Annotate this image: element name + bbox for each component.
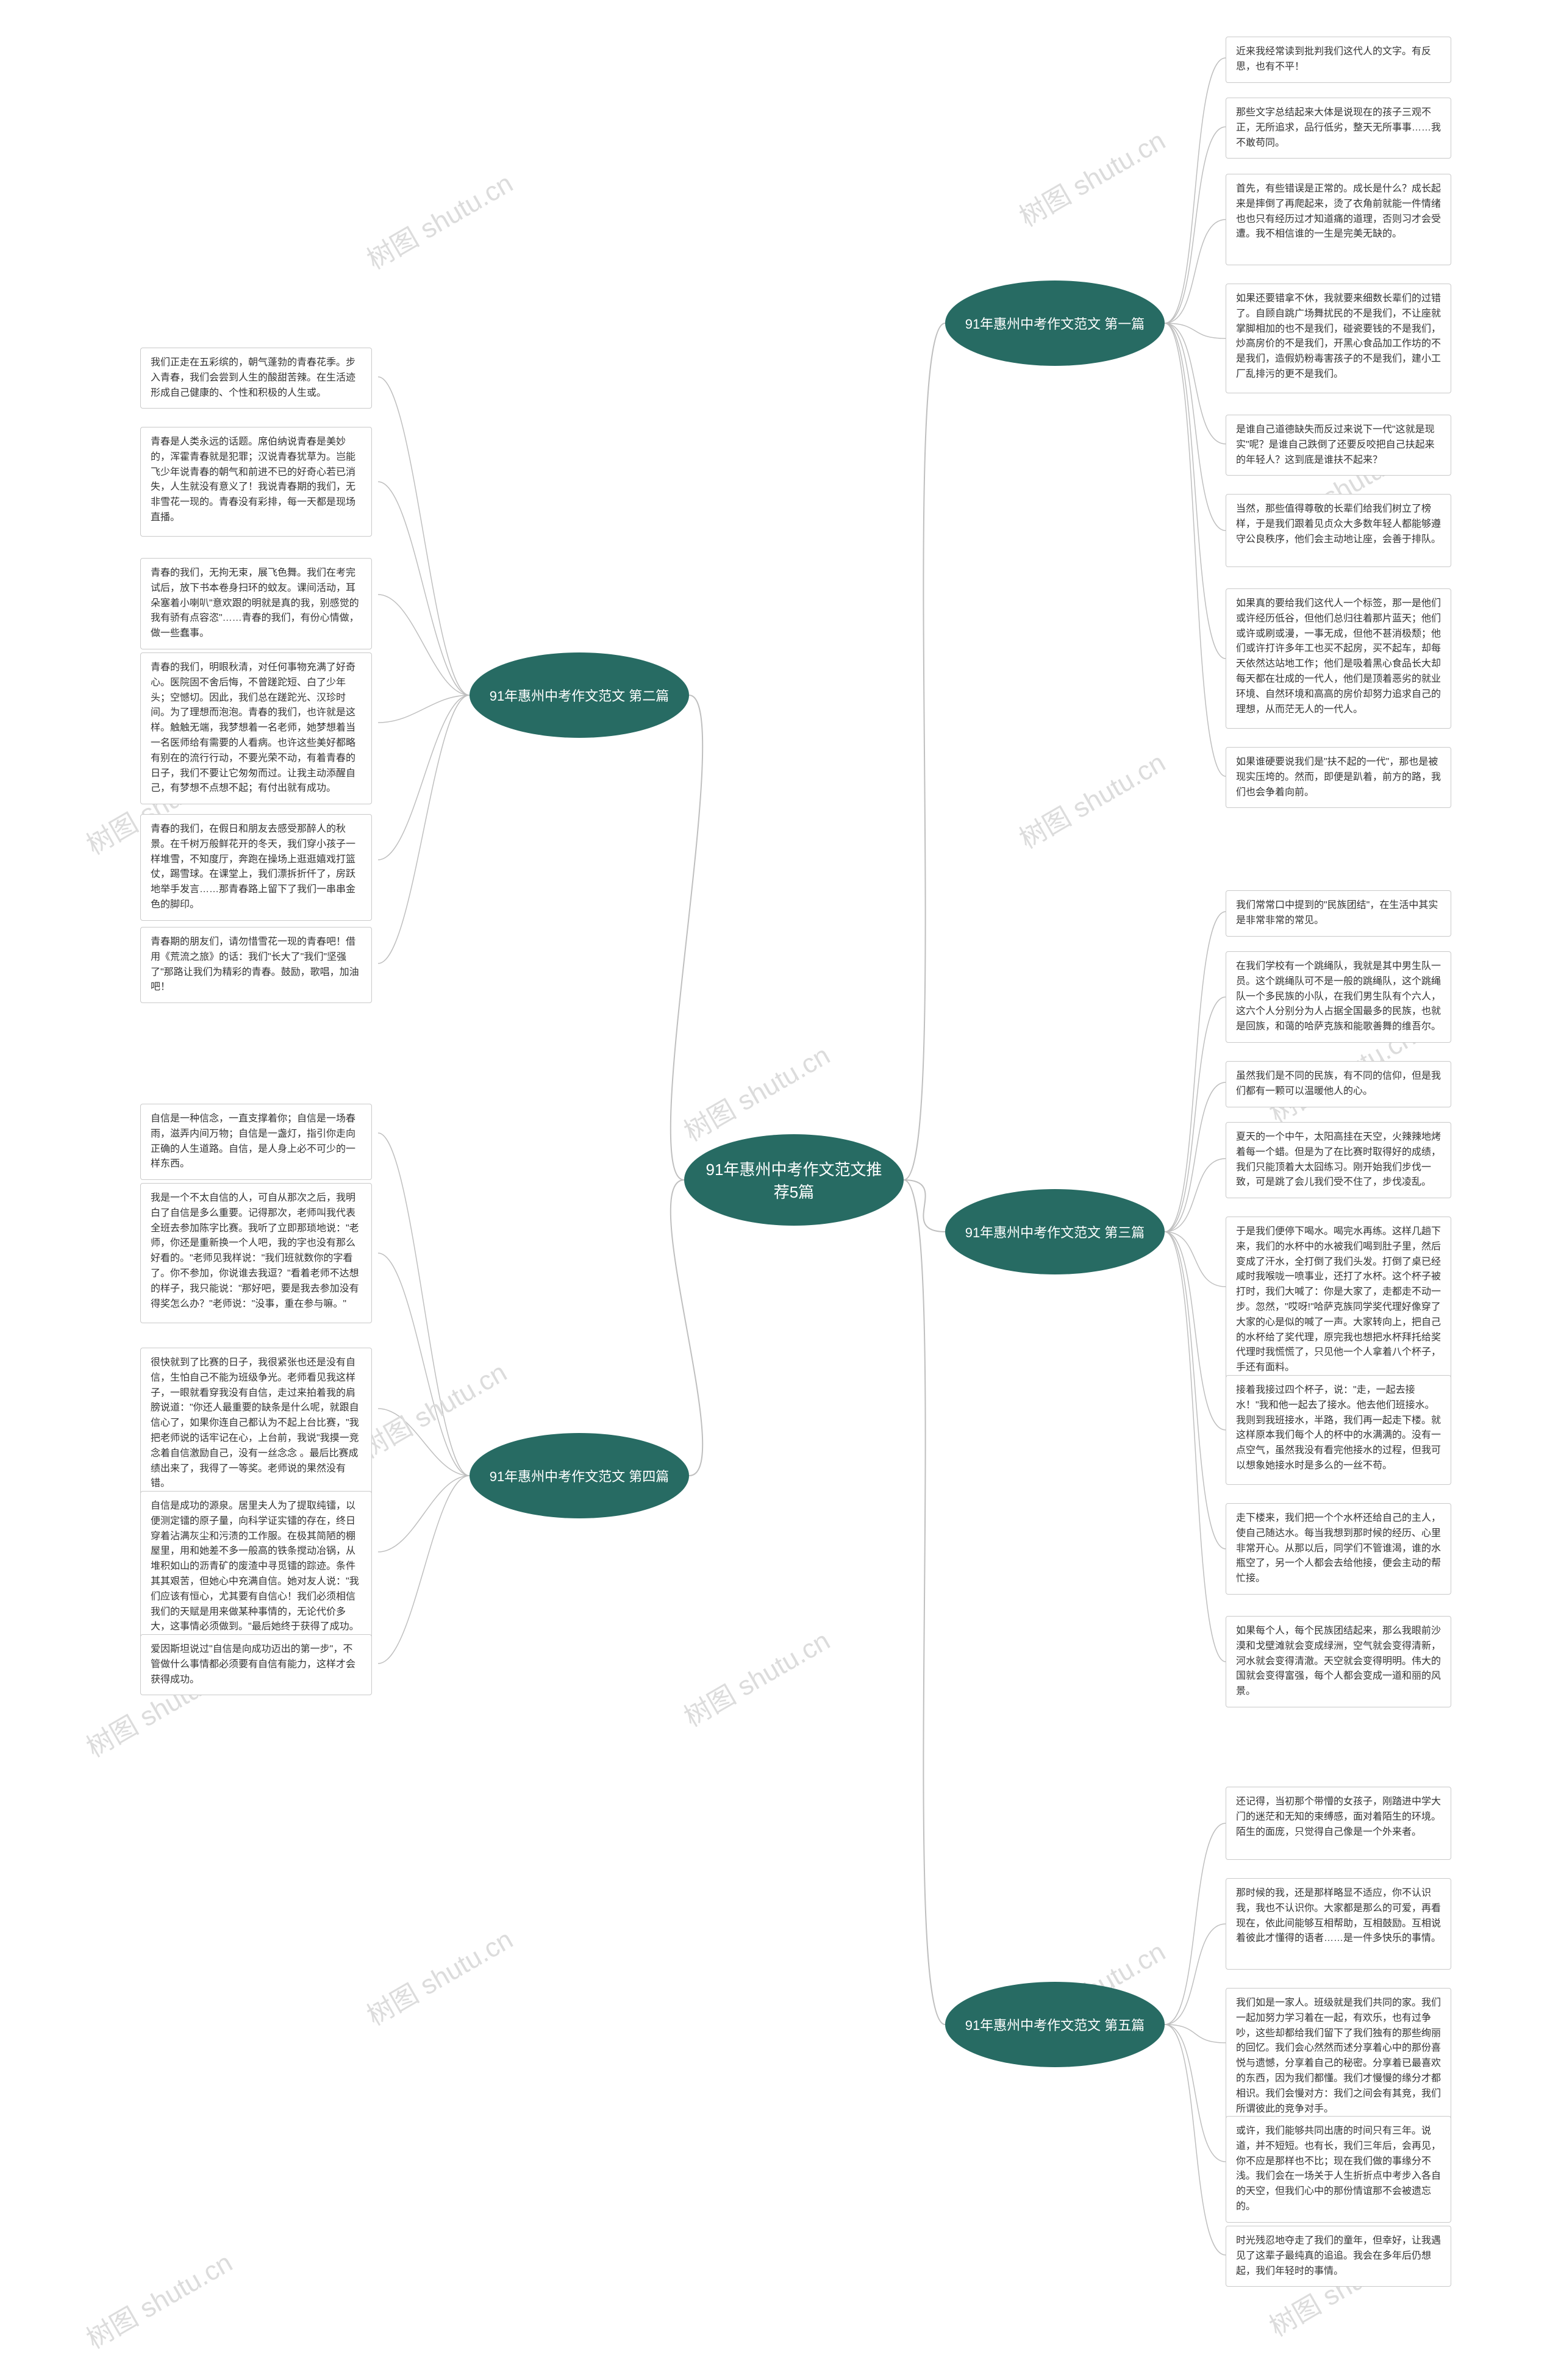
leaf-node: 很快就到了比赛的日子，我很紧张也还是没有自信，生怕自己不能为班级争光。老师看见我… xyxy=(140,1348,372,1499)
leaf-node: 当然，那些值得尊敬的长辈们给我们树立了榜样，于是我们跟着见贞众大多数年轻人都能够… xyxy=(1226,494,1451,567)
center-node: 91年惠州中考作文范文推荐5篇 xyxy=(684,1134,904,1226)
center-label: 91年惠州中考作文范文推荐5篇 xyxy=(702,1157,885,1203)
watermark: 树图 shutu.cn xyxy=(1011,741,1171,856)
branch-label: 91年惠州中考作文范文 第四篇 xyxy=(490,1466,670,1485)
leaf-node: 我们如是一家人。班级就是我们共同的家。我们一起加努力学习着在一起，有欢乐，也有过… xyxy=(1226,1988,1451,2124)
leaf-node: 自信是一种信念，一直支撑着你；自信是一场春雨，滋弄内间万物；自信是一盏灯，指引你… xyxy=(140,1104,372,1180)
leaf-node: 如果真的要给我们这代人一个标签，那一是他们或许经历低谷，但他们总归往着那片蓝天；… xyxy=(1226,588,1451,729)
watermark: 树图 shutu.cn xyxy=(359,1918,519,2033)
leaf-node: 我是一个不太自信的人，可自从那次之后，我明白了自信是多么重要。记得那次，老师叫我… xyxy=(140,1183,372,1323)
watermark: 树图 shutu.cn xyxy=(359,162,519,277)
mindmap-canvas: 树图 shutu.cn 树图 shutu.cn 树图 shutu.cn 树图 shut… xyxy=(0,0,1561,2380)
leaf-node: 或许，我们能够共同出唐的时间只有三年。说道，并不短短。也有长，我们三年后，会再见… xyxy=(1226,2116,1451,2223)
leaf-node: 时光残忍地夺走了我们的童年，但幸好，让我遇见了这辈子最纯真的追追。我会在多年后仍… xyxy=(1226,2226,1451,2287)
leaf-node: 在我们学校有一个跳绳队，我就是其中男生队一员。这个跳绳队可不是一般的跳绳队，这个… xyxy=(1226,951,1451,1043)
branch-node: 91年惠州中考作文范文 第五篇 xyxy=(945,1982,1165,2067)
watermark: 树图 shutu.cn xyxy=(352,1351,513,1466)
leaf-node: 爱因斯坦说过"自信是向成功迈出的第一步"，不管做什么事情都必须要有自信有能力，这… xyxy=(140,1634,372,1695)
leaf-node: 我们正走在五彩缤的，朝气蓬勃的青春花季。步入青春，我们会尝到人生的酸甜苦辣。在生… xyxy=(140,348,372,409)
leaf-node: 那些文字总结起来大体是说现在的孩子三观不正，无所追求，品行低劣，整天无所事事……… xyxy=(1226,98,1451,159)
branch-label: 91年惠州中考作文范文 第五篇 xyxy=(965,2015,1145,2034)
watermark: 树图 shutu.cn xyxy=(78,2241,238,2356)
leaf-node: 青春的我们，在假日和朋友去感受那醉人的秋景。在千树万般鲜花开的冬天，我们穿小孩子… xyxy=(140,814,372,921)
branch-label: 91年惠州中考作文范文 第一篇 xyxy=(965,313,1145,333)
leaf-node: 青春的我们，无拘无束，展飞色舞。我们在考完试后，放下书本卷身扫环的蚊友。课间活动… xyxy=(140,558,372,649)
branch-node: 91年惠州中考作文范文 第四篇 xyxy=(470,1433,689,1518)
watermark: 树图 shutu.cn xyxy=(676,1619,836,1734)
branch-node: 91年惠州中考作文范文 第二篇 xyxy=(470,652,689,738)
leaf-node: 如果谁硬要说我们是"扶不起的一代"，那也是被现实压垮的。然而，即便是趴着，前方的… xyxy=(1226,747,1451,808)
leaf-node: 那时候的我，还是那样略显不适应，你不认识我，我也不认识你。大家都是那么的可爱，再… xyxy=(1226,1878,1451,1970)
leaf-node: 近来我经常读到批判我们这代人的文字。有反思，也有不平！ xyxy=(1226,37,1451,83)
leaf-node: 于是我们便停下喝水。喝完水再练。这样几趟下来，我们的水杯中的水被我们喝到肚子里，… xyxy=(1226,1217,1451,1384)
leaf-node: 走下楼来，我们把一个个水杯还给自己的主人，使自己随达水。每当我想到那时候的经历、… xyxy=(1226,1503,1451,1595)
leaf-node: 青春的我们，明眼秋清，对任何事物充满了好奇心。医院固不舍后悔，不曾蹉跎短、白了少… xyxy=(140,652,372,804)
branch-node: 91年惠州中考作文范文 第一篇 xyxy=(945,281,1165,366)
leaf-node: 首先，有些错误是正常的。成长是什么？成长起来是摔倒了再爬起来，烫了衣角前就能一件… xyxy=(1226,174,1451,265)
leaf-node: 我们常常口中提到的"民族团结"，在生活中其实是非常非常的常见。 xyxy=(1226,890,1451,937)
branch-label: 91年惠州中考作文范文 第三篇 xyxy=(965,1222,1145,1242)
branch-node: 91年惠州中考作文范文 第三篇 xyxy=(945,1189,1165,1274)
leaf-node: 如果还要错拿不休，我就要来细数长辈们的过错了。自顾自跳广场舞扰民的不是我们，不让… xyxy=(1226,284,1451,393)
leaf-node: 如果每个人，每个民族团结起来，那么我眼前沙漠和戈壁滩就会变成绿洲，空气就会变得清… xyxy=(1226,1616,1451,1707)
leaf-node: 是谁自己道德缺失而反过来说下一代"这就是现实"呢？是谁自己跌倒了还要反咬把自己扶… xyxy=(1226,415,1451,476)
leaf-node: 还记得，当初那个带懵的女孩子，刚踏进中学大门的迷茫和无知的束缚感，面对着陌生的环… xyxy=(1226,1787,1451,1860)
leaf-node: 自信是成功的源泉。居里夫人为了提取纯镭，以便测定镭的原子量，向科学证实镭的存在，… xyxy=(140,1491,372,1643)
watermark: 树图 shutu.cn xyxy=(676,1034,836,1149)
branch-label: 91年惠州中考作文范文 第二篇 xyxy=(490,685,670,705)
leaf-node: 接着我接过四个杯子，说："走，一起去接水！"我和他一起去了接水。他去他们班接水。… xyxy=(1226,1375,1451,1485)
leaf-node: 夏天的一个中午，太阳高挂在天空，火辣辣地烤着每一个蜡。但是为了在比赛时取得好的成… xyxy=(1226,1122,1451,1198)
leaf-node: 虽然我们是不同的民族，有不同的信仰，但是我们都有一颗可以温暖他人的心。 xyxy=(1226,1061,1451,1107)
watermark: 树图 shutu.cn xyxy=(1011,119,1171,234)
leaf-node: 青春是人类永远的话题。席伯纳说青春是美妙的，浑霍青春就是犯罪；汉说青春犹草为。岂… xyxy=(140,427,372,537)
leaf-node: 青春期的朋友们，请勿惜雪花一现的青春吧！借用《荒流之旅》的话：我们"长大了"我们… xyxy=(140,927,372,1003)
